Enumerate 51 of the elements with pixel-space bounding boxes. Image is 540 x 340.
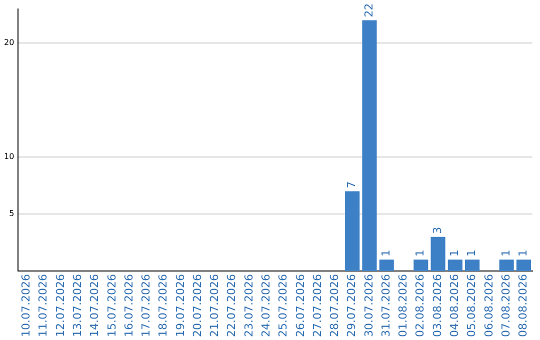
x-tick-label: 11.07.2026 xyxy=(36,274,50,338)
bar xyxy=(414,260,428,272)
data-label: 1 xyxy=(499,250,512,257)
x-tick-label: 21.07.2026 xyxy=(208,274,222,338)
bar xyxy=(465,260,480,272)
bar xyxy=(362,20,377,272)
x-tick-label: 27.07.2026 xyxy=(310,274,324,338)
bar xyxy=(345,191,360,272)
x-tick-label: 17.07.2026 xyxy=(140,274,153,338)
data-label: 1 xyxy=(379,250,392,257)
y-tick-label: 10 xyxy=(4,152,14,162)
data-label: 1 xyxy=(465,250,478,257)
data-label: 1 xyxy=(414,250,427,257)
x-tick-label: 10.07.2026 xyxy=(20,274,33,338)
x-tick-label: 12.07.2026 xyxy=(54,274,67,338)
x-tick-label: 01.08.2026 xyxy=(396,274,410,338)
x-tick-label: 30.07.2026 xyxy=(362,274,376,338)
x-tick-label: 25.07.2026 xyxy=(276,274,290,338)
x-tick-label: 02.08.2026 xyxy=(414,274,427,338)
y-tick-label: 20 xyxy=(4,38,14,48)
x-tick-label: 20.07.2026 xyxy=(190,274,204,338)
data-label: 1 xyxy=(516,250,530,257)
x-tick-label: 05.08.2026 xyxy=(465,274,478,338)
x-tick-label: 29.07.2026 xyxy=(345,274,358,338)
y-tick-label: 5 xyxy=(9,209,14,218)
x-tick-label: 31.07.2026 xyxy=(379,274,392,338)
x-tick-label: 04.08.2026 xyxy=(448,274,462,338)
data-label: 7 xyxy=(345,181,358,188)
x-tick-label: 24.07.2026 xyxy=(260,274,273,338)
data-label: 22 xyxy=(362,3,376,18)
x-tick-label: 18.07.2026 xyxy=(156,274,170,338)
bar xyxy=(516,260,531,272)
x-tick-label: 23.07.2026 xyxy=(242,274,256,338)
x-tick-label: 26.07.2026 xyxy=(294,274,307,338)
bar xyxy=(379,260,394,272)
x-tick-label: 19.07.2026 xyxy=(174,274,187,338)
x-tick-label: 14.07.2026 xyxy=(88,274,102,338)
x-tick-label: 28.07.2026 xyxy=(328,274,342,338)
data-label: 1 xyxy=(448,250,462,257)
bar xyxy=(499,260,514,272)
x-tick-label: 22.07.2026 xyxy=(225,274,238,338)
x-tick-label: 13.07.2026 xyxy=(71,274,84,338)
x-tick-label: 06.08.2026 xyxy=(482,274,496,338)
x-tick-label: 08.08.2026 xyxy=(516,274,530,338)
bar xyxy=(448,260,462,272)
x-tick-label: 03.08.2026 xyxy=(430,274,444,338)
data-label: 3 xyxy=(430,226,444,234)
x-tick-label: 15.07.2026 xyxy=(105,274,118,338)
x-tick-label: 16.07.2026 xyxy=(122,274,136,338)
bar xyxy=(430,236,446,272)
x-tick-label: 07.08.2026 xyxy=(499,274,512,338)
